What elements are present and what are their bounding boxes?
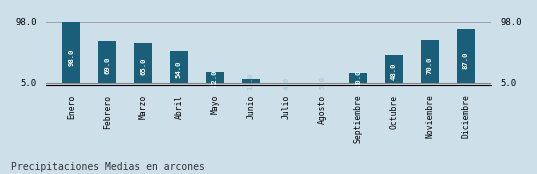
Bar <box>349 73 367 83</box>
Text: 98.0: 98.0 <box>68 48 74 66</box>
Text: 65.0: 65.0 <box>140 58 146 75</box>
Bar <box>98 41 116 83</box>
Bar <box>62 22 80 83</box>
Bar <box>457 29 475 83</box>
Text: 5.0: 5.0 <box>320 76 325 89</box>
Text: 20.0: 20.0 <box>355 70 361 88</box>
Text: 22.0: 22.0 <box>212 69 217 87</box>
Bar <box>134 43 152 83</box>
Text: 4.0: 4.0 <box>284 77 289 90</box>
Text: 54.0: 54.0 <box>176 61 182 78</box>
Text: 48.0: 48.0 <box>391 62 397 80</box>
Text: Precipitaciones Medias en arcones: Precipitaciones Medias en arcones <box>11 162 205 172</box>
Text: 69.0: 69.0 <box>104 56 110 74</box>
Text: 70.0: 70.0 <box>427 56 433 74</box>
Bar <box>242 79 259 83</box>
Bar <box>170 51 188 83</box>
Bar <box>278 83 295 84</box>
Text: 87.0: 87.0 <box>463 52 469 69</box>
Bar <box>206 72 224 83</box>
Bar <box>421 40 439 83</box>
Bar <box>385 54 403 83</box>
Text: 11.0: 11.0 <box>248 73 253 90</box>
